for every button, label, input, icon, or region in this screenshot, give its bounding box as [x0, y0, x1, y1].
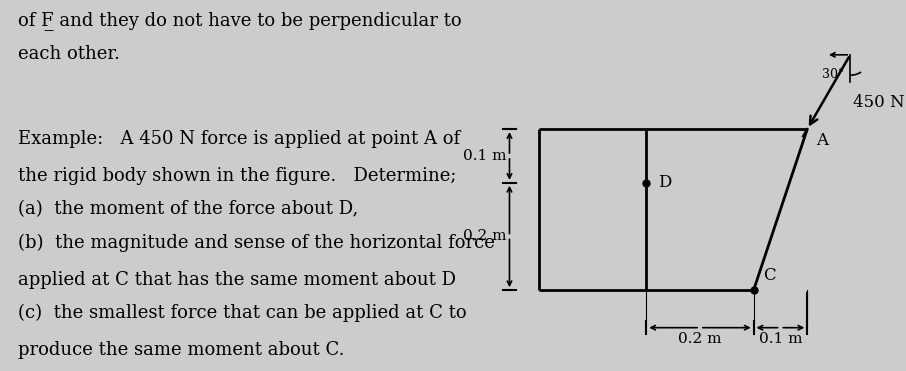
- Text: 0.2 m: 0.2 m: [679, 332, 722, 346]
- Text: A: A: [815, 132, 828, 149]
- Text: (b)  the magnitude and sense of the horizontal force: (b) the magnitude and sense of the horiz…: [18, 234, 496, 252]
- Text: 0.2 m: 0.2 m: [463, 230, 506, 243]
- Text: the rigid body shown in the figure.   Determine;: the rigid body shown in the figure. Dete…: [18, 167, 457, 185]
- Text: C: C: [763, 267, 776, 284]
- Text: 0.1 m: 0.1 m: [463, 149, 506, 163]
- Text: of F̲ and they do not have to be perpendicular to: of F̲ and they do not have to be perpend…: [18, 11, 462, 30]
- Text: produce the same moment about C.: produce the same moment about C.: [18, 341, 345, 359]
- Text: 450 N: 450 N: [853, 94, 904, 111]
- Text: (c)  the smallest force that can be applied at C to: (c) the smallest force that can be appli…: [18, 304, 467, 322]
- Text: 0.1 m: 0.1 m: [758, 332, 802, 346]
- Text: Example:   A 450 N force is applied at point A of: Example: A 450 N force is applied at poi…: [18, 130, 460, 148]
- Text: 30°: 30°: [823, 68, 844, 81]
- Text: D: D: [658, 174, 671, 191]
- Text: each other.: each other.: [18, 45, 120, 63]
- Text: (a)  the moment of the force about D,: (a) the moment of the force about D,: [18, 200, 359, 219]
- Text: applied at C that has the same moment about D: applied at C that has the same moment ab…: [18, 271, 457, 289]
